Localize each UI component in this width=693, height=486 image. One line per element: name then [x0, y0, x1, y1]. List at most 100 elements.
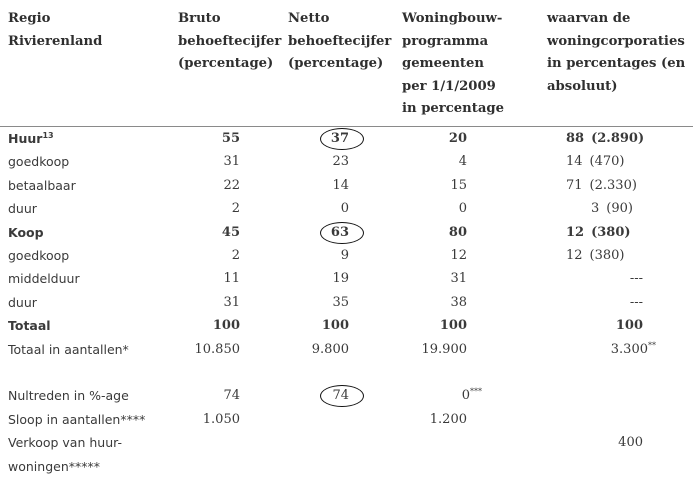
programma-value: 4	[458, 154, 467, 169]
programma-value: 31	[450, 271, 467, 286]
table-row: woningen*****	[0, 456, 693, 478]
footnote-mark: ***	[470, 387, 482, 396]
header-text: Bruto	[178, 11, 221, 26]
row-label-text: Huur	[8, 131, 43, 146]
corporaties-value: 88 (2.890)	[566, 128, 644, 150]
header-text: Rivierenland	[8, 33, 103, 49]
row-label: Verkoop van huur-	[8, 432, 122, 454]
header-bruto: Bruto behoeftecijfer (percentage)	[178, 8, 281, 76]
table-row: middelduur 11 19 31 ---	[0, 268, 693, 290]
bruto-value: 2	[231, 248, 240, 263]
corporaties-pct: 100	[615, 318, 643, 333]
circle-highlight	[320, 222, 364, 244]
header-netto: Netto behoeftecijfer (percentage)	[288, 8, 391, 76]
header-text: (percentage)	[288, 56, 384, 71]
header-divider	[0, 126, 693, 127]
row-label: middelduur	[8, 268, 80, 290]
corporaties-value: 12 (380)	[566, 222, 631, 244]
programma-value: 100	[439, 318, 467, 333]
header-text: absoluut)	[547, 78, 618, 94]
programma-number: 0	[461, 388, 470, 403]
corporaties-pct: 12	[566, 248, 583, 263]
header-text: (percentage)	[178, 56, 274, 71]
header-woningbouw: Woningbouw- programma gemeenten per 1/1/…	[402, 8, 504, 121]
netto-value: 100	[321, 318, 349, 333]
table-row: duur 31 35 38 ---	[0, 292, 693, 314]
corporaties-pct: 12	[566, 225, 585, 240]
row-label-text: Totaal in aantallen*	[8, 342, 129, 357]
corporaties-value: 3 (90)	[591, 198, 633, 220]
footnote-mark: **	[648, 341, 656, 350]
corporaties-value: ---	[630, 268, 643, 290]
programma-value: 1.200	[430, 409, 467, 431]
corporaties-abs: (90)	[606, 201, 633, 216]
programma-value: 20	[448, 131, 467, 146]
programma-value: 38	[450, 295, 467, 310]
corporaties-pct: 71	[566, 178, 583, 193]
netto-value: 35	[332, 295, 349, 310]
bruto-value: 22	[223, 178, 240, 193]
corporaties-pct: 3.300	[610, 342, 648, 357]
programma-value: 80	[448, 225, 467, 240]
bruto-value: 31	[223, 154, 240, 169]
corporaties-abs: (2.330)	[589, 178, 637, 193]
row-label-text: duur	[8, 295, 37, 310]
bruto-value: 1.050	[202, 412, 240, 427]
circle-highlight	[320, 385, 364, 407]
table-row: betaalbaar 22 14 15 71 (2.330)	[0, 175, 693, 197]
corporaties-abs: (470)	[589, 154, 625, 169]
bruto-value: 31	[223, 295, 240, 310]
table-row: duur 2 0 0 3 (90)	[0, 198, 693, 220]
row-label: Totaal	[8, 315, 51, 337]
table-row: Verkoop van huur- 400	[0, 432, 693, 454]
corporaties-value: 14 (470)	[566, 151, 625, 173]
corporaties-pct: 88	[566, 131, 585, 146]
row-label: duur	[8, 292, 37, 314]
corporaties-abs: (380)	[591, 225, 631, 240]
row-label-text: middelduur	[8, 271, 80, 286]
row-label-text: duur	[8, 201, 37, 216]
bruto-value: 100	[212, 318, 240, 333]
row-label: goedkoop	[8, 151, 69, 173]
corporaties-value: 71 (2.330)	[566, 175, 637, 197]
table-row: goedkoop 2 9 12 12 (380)	[0, 245, 693, 267]
header-text: in percentage	[402, 101, 505, 116]
row-label: Totaal in aantallen*	[8, 339, 129, 361]
header-text: waarvan de	[547, 11, 631, 26]
programma-value: 0***	[462, 385, 482, 407]
corporaties-pct: 14	[566, 154, 583, 169]
bruto-value: 11	[223, 271, 240, 286]
row-label: duur	[8, 198, 37, 220]
corporaties-pct: ---	[629, 295, 643, 310]
header-corporaties: waarvan de woningcorporaties in percenta…	[547, 8, 685, 98]
header-text: programma	[402, 33, 489, 49]
row-label: Nultreden in %-age	[8, 385, 129, 407]
corporaties-value: 400	[618, 435, 643, 450]
corporaties-value: 12 (380)	[566, 245, 625, 267]
row-label-text: Sloop in aantallen****	[8, 412, 146, 427]
header-text: Regio	[8, 11, 51, 26]
row-label-text: Verkoop van huur-	[8, 435, 122, 450]
corporaties-value: 100	[616, 315, 643, 337]
bruto-value: 2	[231, 201, 240, 216]
header-text: woningcorporaties	[547, 33, 685, 49]
programma-number: 1.200	[429, 412, 467, 427]
header-text: Netto	[288, 11, 330, 26]
circle-highlight	[320, 128, 364, 150]
table-row: Totaal 100 100 100 100	[0, 315, 693, 337]
netto-value: 9	[340, 248, 349, 263]
header-text: behoeftecijfer	[288, 33, 392, 49]
header-text: per 1/1/2009	[402, 78, 496, 94]
header-text: Woningbouw-	[402, 11, 503, 26]
corporaties-value: 3.300**	[611, 339, 656, 361]
header-text: behoeftecijfer	[178, 33, 282, 49]
row-label-text: goedkoop	[8, 248, 70, 263]
table-row: Sloop in aantallen**** 1.050 1.200	[0, 409, 693, 431]
bruto-value: 55	[221, 131, 240, 146]
row-label: betaalbaar	[8, 175, 76, 197]
row-label-text: woningen*****	[8, 459, 100, 474]
netto-value: 23	[332, 154, 349, 169]
corporaties-abs: (2.890)	[591, 131, 645, 146]
corporaties-abs: (380)	[589, 248, 625, 263]
